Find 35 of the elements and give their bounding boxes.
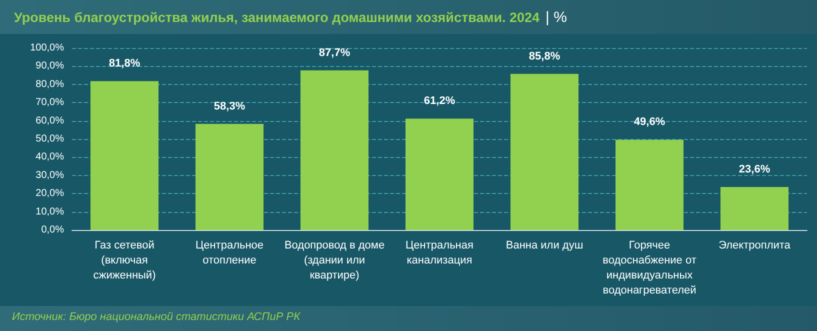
y-tick-label: 50,0% bbox=[36, 134, 64, 144]
x-tick-label: Ванна или душ bbox=[506, 240, 584, 252]
x-tick-label: Центральное отопление bbox=[195, 240, 264, 266]
bar bbox=[720, 187, 788, 230]
bar bbox=[406, 118, 474, 230]
data-label: 81,8% bbox=[108, 58, 140, 70]
data-label: 23,6% bbox=[738, 164, 770, 176]
data-label: 61,2% bbox=[424, 95, 456, 108]
x-tick-label: Газ сетевой (включая сжиженный) bbox=[93, 240, 156, 282]
bar bbox=[510, 74, 578, 230]
x-tick-label: Водопровод в доме (здании или квартире) bbox=[284, 240, 385, 282]
text: Источник: Бюро национальной статистики АСПиР РК bbox=[12, 311, 300, 323]
y-tick-label: 0,0% bbox=[41, 224, 64, 236]
data-label: 58,3% bbox=[214, 100, 246, 112]
data-label: 85,8% bbox=[528, 50, 560, 62]
bar bbox=[196, 124, 264, 230]
bar bbox=[300, 70, 368, 230]
data-label: 87,7% bbox=[318, 46, 350, 59]
data-label: 49,6% bbox=[634, 116, 666, 128]
y-tick-label: 100,0% bbox=[30, 42, 64, 54]
bar bbox=[90, 81, 158, 230]
y-tick-label: 80,0% bbox=[36, 78, 64, 90]
x-tick-label: Электроплита bbox=[718, 240, 792, 252]
y-tick-label: 90,0% bbox=[36, 60, 64, 72]
y-tick-label: 30,0% bbox=[36, 170, 64, 181]
y-tick-label: 10,0% bbox=[36, 206, 64, 218]
x-tick-label: Центральная канализация bbox=[406, 240, 474, 266]
bar bbox=[616, 140, 684, 230]
y-tick-label: 40,0% bbox=[36, 152, 64, 163]
y-tick-label: 20,0% bbox=[36, 188, 64, 200]
chart-subtitle: | % bbox=[546, 9, 567, 26]
y-tick-label: 70,0% bbox=[36, 97, 64, 108]
y-tick-label: 60,0% bbox=[36, 115, 64, 126]
x-tick-label: Горячее водоснабжение от индивидуальных водонагревателей bbox=[602, 240, 696, 296]
chart-title: Уровень благоустройства жилья, занимаемого домашними хозяйствами. 2024 bbox=[14, 10, 540, 25]
